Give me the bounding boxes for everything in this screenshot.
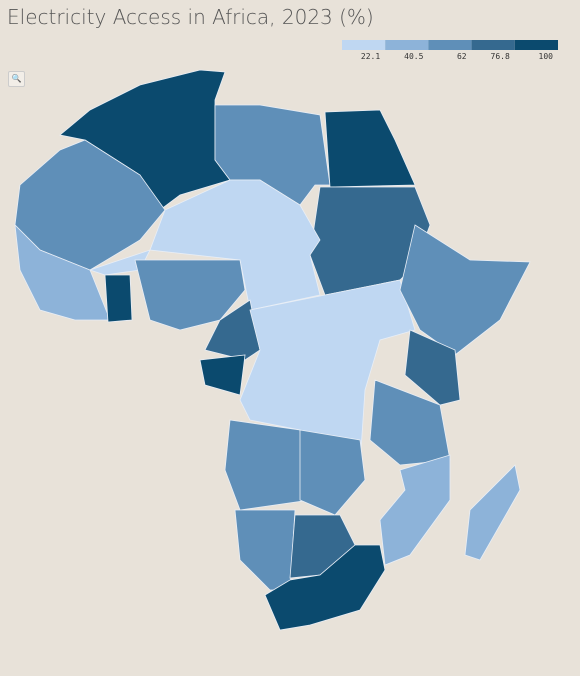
country [264,544,386,631]
legend-swatch [385,40,429,50]
country [14,223,111,321]
country [104,274,133,323]
country [379,454,451,566]
country [404,329,461,406]
country [149,179,321,311]
legend-tick-label: 100 [539,52,554,61]
country [234,509,296,591]
country [204,299,261,361]
legend-tick-label: 76.8 [491,52,510,61]
zoom-button[interactable]: 🔍 [8,71,25,87]
legend-tick-label: 40.5 [404,52,423,61]
country [324,109,416,188]
country [224,419,311,511]
map-title: Electricity Access in Africa, 2023 (%) [7,5,374,29]
countries [14,69,531,631]
legend-swatch [428,40,472,50]
country [464,464,521,561]
country [399,224,531,356]
legend-swatch [471,40,515,50]
country [299,429,366,516]
country [199,354,246,396]
legend-swatch [342,40,386,50]
legend: 22.1 40.5 62 76.8 100 [342,40,558,61]
legend-tick-label: 22.1 [361,52,380,61]
legend-swatch [514,40,558,50]
legend-tick-label: 62 [457,52,467,61]
